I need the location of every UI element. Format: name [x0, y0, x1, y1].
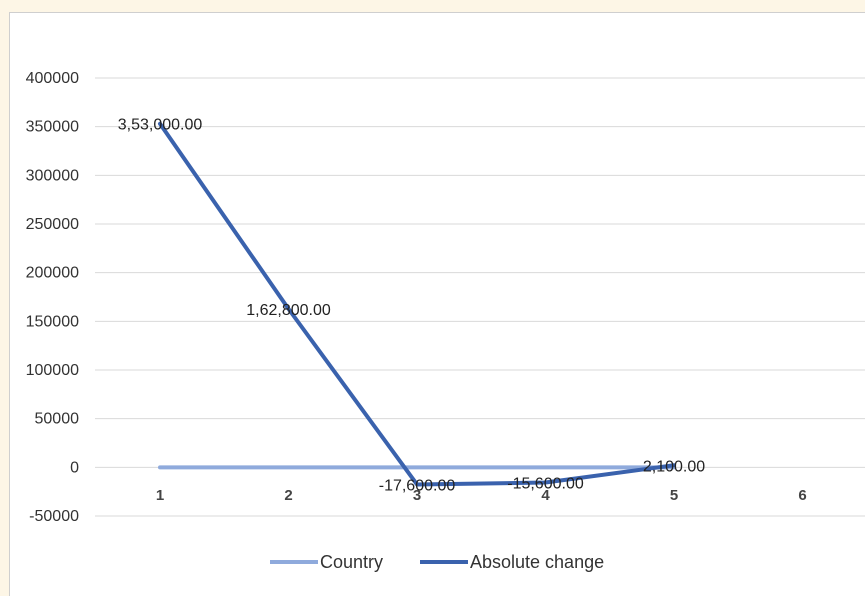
data-labels: 3,53,000.00 1,62,800.00 -17,600.00 -15,600.… [118, 117, 706, 495]
data-label: 1,62,800.00 [246, 302, 331, 319]
series-line-absolute-change [158, 121, 676, 487]
x-axis-ticks: 1 2 3 4 5 6 [156, 487, 807, 504]
legend: Country Absolute change [270, 552, 604, 572]
x-tick-label: 1 [156, 487, 164, 504]
y-tick-label: 100000 [26, 362, 79, 379]
data-label: 2,100.00 [643, 458, 705, 475]
legend-label: Country [320, 552, 383, 572]
series-lines [158, 121, 676, 487]
y-tick-label: -50000 [29, 508, 79, 525]
y-tick-label: 250000 [26, 216, 79, 233]
gridlines [95, 77, 865, 517]
x-tick-label: 3 [413, 487, 421, 504]
chart-frame: -50000 0 50000 100000 150000 200000 250000 3000… [9, 12, 865, 596]
data-label: -17,600.00 [379, 477, 456, 494]
data-label: -15,600.00 [507, 476, 584, 493]
x-tick-label: 4 [541, 487, 550, 504]
y-tick-label: 300000 [26, 167, 79, 184]
y-tick-label: 0 [70, 459, 79, 476]
legend-label: Absolute change [470, 552, 604, 572]
y-tick-label: 350000 [26, 119, 79, 136]
y-axis-ticks: -50000 0 50000 100000 150000 200000 250000 3000… [26, 70, 79, 525]
y-tick-label: 50000 [35, 411, 80, 428]
y-tick-label: 150000 [26, 313, 79, 330]
x-tick-label: 5 [670, 487, 678, 504]
y-tick-label: 400000 [26, 70, 79, 87]
x-tick-label: 6 [798, 487, 806, 504]
y-tick-label: 200000 [26, 265, 79, 282]
data-label: 3,53,000.00 [118, 117, 203, 134]
line-chart: -50000 0 50000 100000 150000 200000 250000 3000… [26, 70, 865, 572]
x-tick-label: 2 [284, 487, 292, 504]
